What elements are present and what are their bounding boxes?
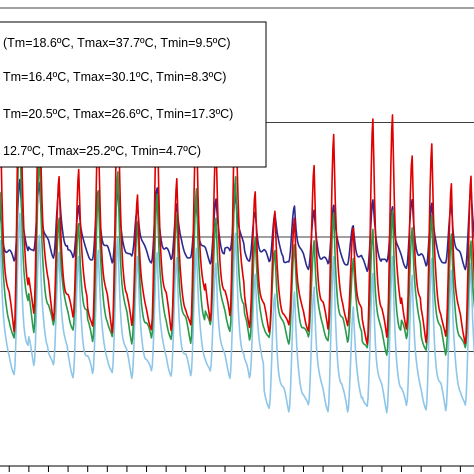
legend-entry-4: 12.7ºC, Tmax=25.2ºC, Tmin=4.7ºC) <box>3 144 201 158</box>
series-line-4 <box>0 212 474 414</box>
legend-box <box>0 21 267 168</box>
series-line-3 <box>0 178 474 272</box>
legend-entry-3: Tm=20.5ºC, Tmax=26.6ºC, Tmin=17.3ºC) <box>3 107 233 121</box>
legend-entry-2: Tm=16.4ºC, Tmax=30.1ºC, Tmin=8.3ºC) <box>3 70 226 84</box>
series-line-1 <box>0 31 474 345</box>
legend: (Tm=18.6ºC, Tmax=37.7ºC, Tmin=9.5ºC) Tm=… <box>0 21 267 168</box>
series-group <box>0 31 474 414</box>
legend-entry-1: (Tm=18.6ºC, Tmax=37.7ºC, Tmin=9.5ºC) <box>3 36 231 50</box>
axes <box>0 465 474 472</box>
